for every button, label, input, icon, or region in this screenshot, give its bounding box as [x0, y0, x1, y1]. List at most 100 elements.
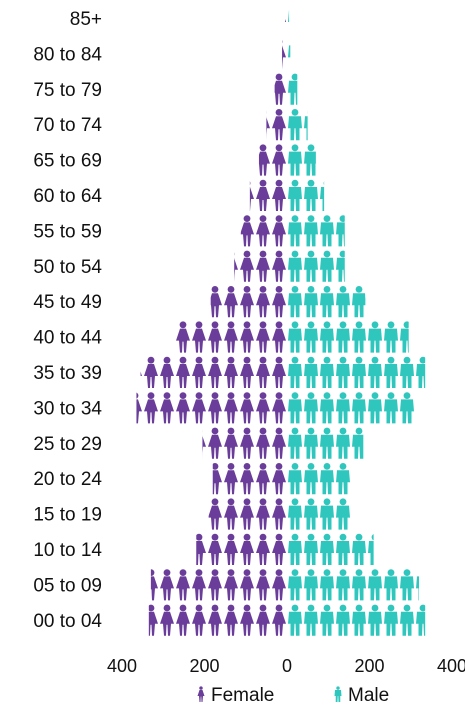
- male-figure-icon: [416, 356, 426, 388]
- female-figure-icon: [210, 286, 222, 318]
- category-label: 70 to 74: [33, 115, 102, 136]
- female-figure-icon: [240, 604, 254, 636]
- male-bar: [288, 73, 298, 105]
- female-figure-icon: [224, 533, 238, 565]
- pyramid-row: 30 to 34: [33, 392, 414, 424]
- male-figure-icon: [320, 215, 334, 247]
- male-figure-icon: [288, 179, 302, 211]
- female-figure-icon: [240, 463, 254, 495]
- female-figure-icon: [256, 569, 270, 601]
- male-bar: [288, 250, 345, 282]
- male-bar: [288, 604, 426, 636]
- female-figure-icon: [224, 427, 238, 459]
- female-figure-icon: [266, 111, 270, 136]
- female-figure-icon: [240, 427, 254, 459]
- category-label: 80 to 84: [33, 44, 102, 65]
- female-figure-icon: [144, 356, 158, 388]
- female-bar: [140, 356, 286, 388]
- male-figure-icon: [288, 144, 302, 176]
- female-figure-icon: [224, 463, 238, 495]
- category-label: 35 to 39: [33, 363, 102, 384]
- female-figure-icon: [140, 371, 142, 376]
- legend: Female Male: [197, 685, 389, 706]
- female-figure-icon: [148, 604, 158, 636]
- male-bar: [288, 427, 364, 459]
- male-figure-icon: [320, 356, 334, 388]
- pyramid-row: 15 to 19: [33, 498, 350, 530]
- male-figure-icon: [288, 215, 302, 247]
- male-figure-icon: [336, 356, 350, 388]
- pyramid-row: 10 to 14: [33, 533, 374, 565]
- pyramid-row: 85+: [70, 9, 290, 30]
- female-figure-icon: [272, 109, 286, 141]
- male-figure-icon: [288, 321, 302, 353]
- category-label: 30 to 34: [33, 398, 102, 419]
- female-figure-icon: [224, 498, 238, 530]
- female-bar: [258, 144, 286, 176]
- category-label: 15 to 19: [33, 505, 102, 526]
- female-figure-icon: [224, 286, 238, 318]
- category-label: 20 to 24: [33, 469, 102, 490]
- male-figure-icon: [384, 356, 398, 388]
- male-figure-icon: [288, 356, 302, 388]
- category-label: 25 to 29: [33, 434, 102, 455]
- male-figure-icon: [304, 144, 316, 176]
- female-figure-icon: [224, 356, 238, 388]
- legend-label: Male: [348, 685, 389, 706]
- female-figure-icon: [240, 250, 254, 282]
- female-figure-icon: [272, 356, 286, 388]
- male-figure-icon: [416, 604, 426, 636]
- category-label: 05 to 09: [33, 575, 102, 596]
- female-figure-icon: [208, 427, 222, 459]
- male-figure-icon: [320, 569, 334, 601]
- male-bar: [288, 356, 426, 388]
- pyramid-row: 60 to 64: [33, 179, 325, 211]
- male-figure-icon: [352, 321, 366, 353]
- female-bar: [234, 250, 286, 282]
- female-bar: [212, 463, 286, 495]
- male-figure-icon: [368, 604, 382, 636]
- male-figure-icon: [320, 463, 334, 495]
- pyramid-rows: 85+ 80 to 84 75 to 79 70 to 74 65 to 69 60 to…: [33, 9, 426, 636]
- male-figure-icon: [320, 427, 334, 459]
- male-figure-icon: [336, 392, 350, 424]
- male-figure-icon: [368, 392, 382, 424]
- female-figure-icon: [160, 356, 174, 388]
- female-figure-icon: [160, 604, 174, 636]
- male-figure-icon: [320, 392, 334, 424]
- pyramid-row: 35 to 39: [33, 356, 426, 388]
- female-figure-icon: [272, 321, 286, 353]
- male-figure-icon: [368, 569, 382, 601]
- female-figure-icon: [272, 392, 286, 424]
- male-figure-icon: [352, 533, 366, 565]
- pyramid-row: 70 to 74: [33, 109, 308, 141]
- male-figure-icon: [288, 109, 302, 141]
- pyramid-row: 25 to 29: [33, 427, 364, 459]
- male-figure-icon: [384, 604, 398, 636]
- category-label: 85+: [70, 9, 102, 30]
- male-bar: [288, 498, 350, 530]
- male-figure-icon: [334, 686, 342, 702]
- female-bar: [148, 604, 286, 636]
- legend-entry: Female: [197, 685, 274, 706]
- female-bar: [208, 498, 286, 530]
- female-bar: [266, 109, 286, 141]
- male-figure-icon: [288, 286, 302, 318]
- male-bar: [288, 286, 366, 318]
- female-figure-icon: [150, 569, 158, 601]
- female-figure-icon: [197, 686, 205, 702]
- female-bar: [284, 18, 286, 22]
- pyramid-row: 75 to 79: [33, 73, 298, 105]
- male-figure-icon: [288, 10, 290, 22]
- female-figure-icon: [272, 286, 286, 318]
- female-figure-icon: [272, 569, 286, 601]
- female-figure-icon: [176, 321, 190, 353]
- female-bar: [274, 73, 286, 105]
- male-figure-icon: [304, 392, 318, 424]
- male-bar: [288, 179, 325, 211]
- female-figure-icon: [240, 215, 254, 247]
- female-figure-icon: [224, 321, 238, 353]
- female-figure-icon: [240, 321, 254, 353]
- female-figure-icon: [240, 569, 254, 601]
- female-figure-icon: [272, 215, 286, 247]
